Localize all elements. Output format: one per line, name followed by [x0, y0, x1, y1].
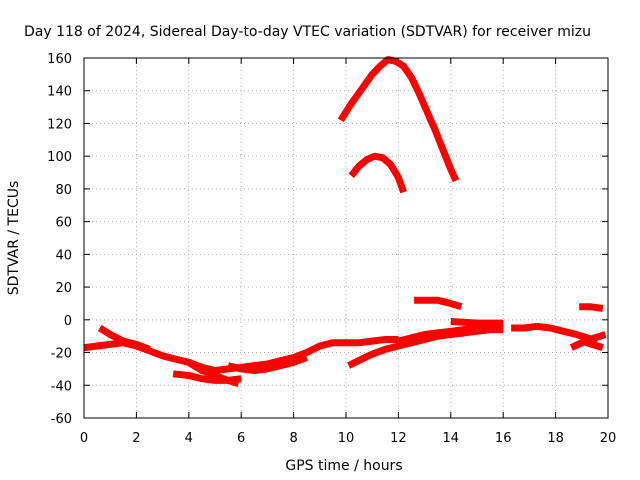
y-tick-label: -40 — [51, 379, 72, 394]
y-tick-label: 120 — [47, 117, 72, 132]
series-arc-h — [450, 318, 504, 327]
series-arc-d — [186, 359, 240, 387]
series-arc-k — [580, 337, 604, 351]
axis-ticks: 0 2 4 6 8 10 12 14 16 18 20 -60 -40 -20 0 20 40 60 80 100 12… — [47, 52, 616, 446]
series-arc-g — [397, 324, 504, 345]
y-tick-label: 60 — [55, 216, 72, 231]
x-tick-label: 14 — [443, 431, 460, 446]
y-tick-label: 0 — [64, 314, 72, 329]
y-tick-label: 80 — [55, 183, 72, 198]
x-tick-label: 10 — [338, 431, 355, 446]
x-tick-label: 8 — [289, 431, 297, 446]
y-tick-label: -20 — [51, 347, 72, 362]
x-tick-label: 16 — [495, 431, 512, 446]
plot-frame — [83, 57, 609, 419]
x-tick-label: 20 — [600, 431, 617, 446]
series-arc-m — [414, 296, 463, 311]
series-arc-o — [348, 152, 407, 194]
x-tick-label: 12 — [390, 431, 407, 446]
x-tick-label: 0 — [80, 431, 88, 446]
data-series — [83, 56, 607, 387]
series-arc-l — [579, 303, 604, 312]
y-tick-label: 20 — [55, 281, 72, 296]
x-tick-label: 6 — [237, 431, 245, 446]
y-tick-label: 160 — [47, 52, 72, 67]
x-tick-label: 18 — [547, 431, 564, 446]
y-tick-label: -60 — [51, 412, 72, 427]
y-axis-label: SDTVAR / TECUs — [6, 181, 22, 296]
y-tick-label: 100 — [47, 150, 72, 165]
series-arc-e — [227, 354, 308, 374]
x-tick-label: 2 — [132, 431, 140, 446]
series-arc-b — [97, 325, 151, 353]
x-tick-label: 4 — [185, 431, 193, 446]
series-arc-i — [511, 322, 599, 345]
y-tick-label: 140 — [47, 85, 72, 100]
y-tick-label: 40 — [55, 248, 72, 263]
x-axis-label: GPS time / hours — [285, 458, 402, 474]
chart-title: Day 118 of 2024, Sidereal Day-to-day VTE… — [24, 24, 591, 40]
series-arc-n — [337, 56, 460, 183]
grid-lines — [84, 58, 608, 418]
